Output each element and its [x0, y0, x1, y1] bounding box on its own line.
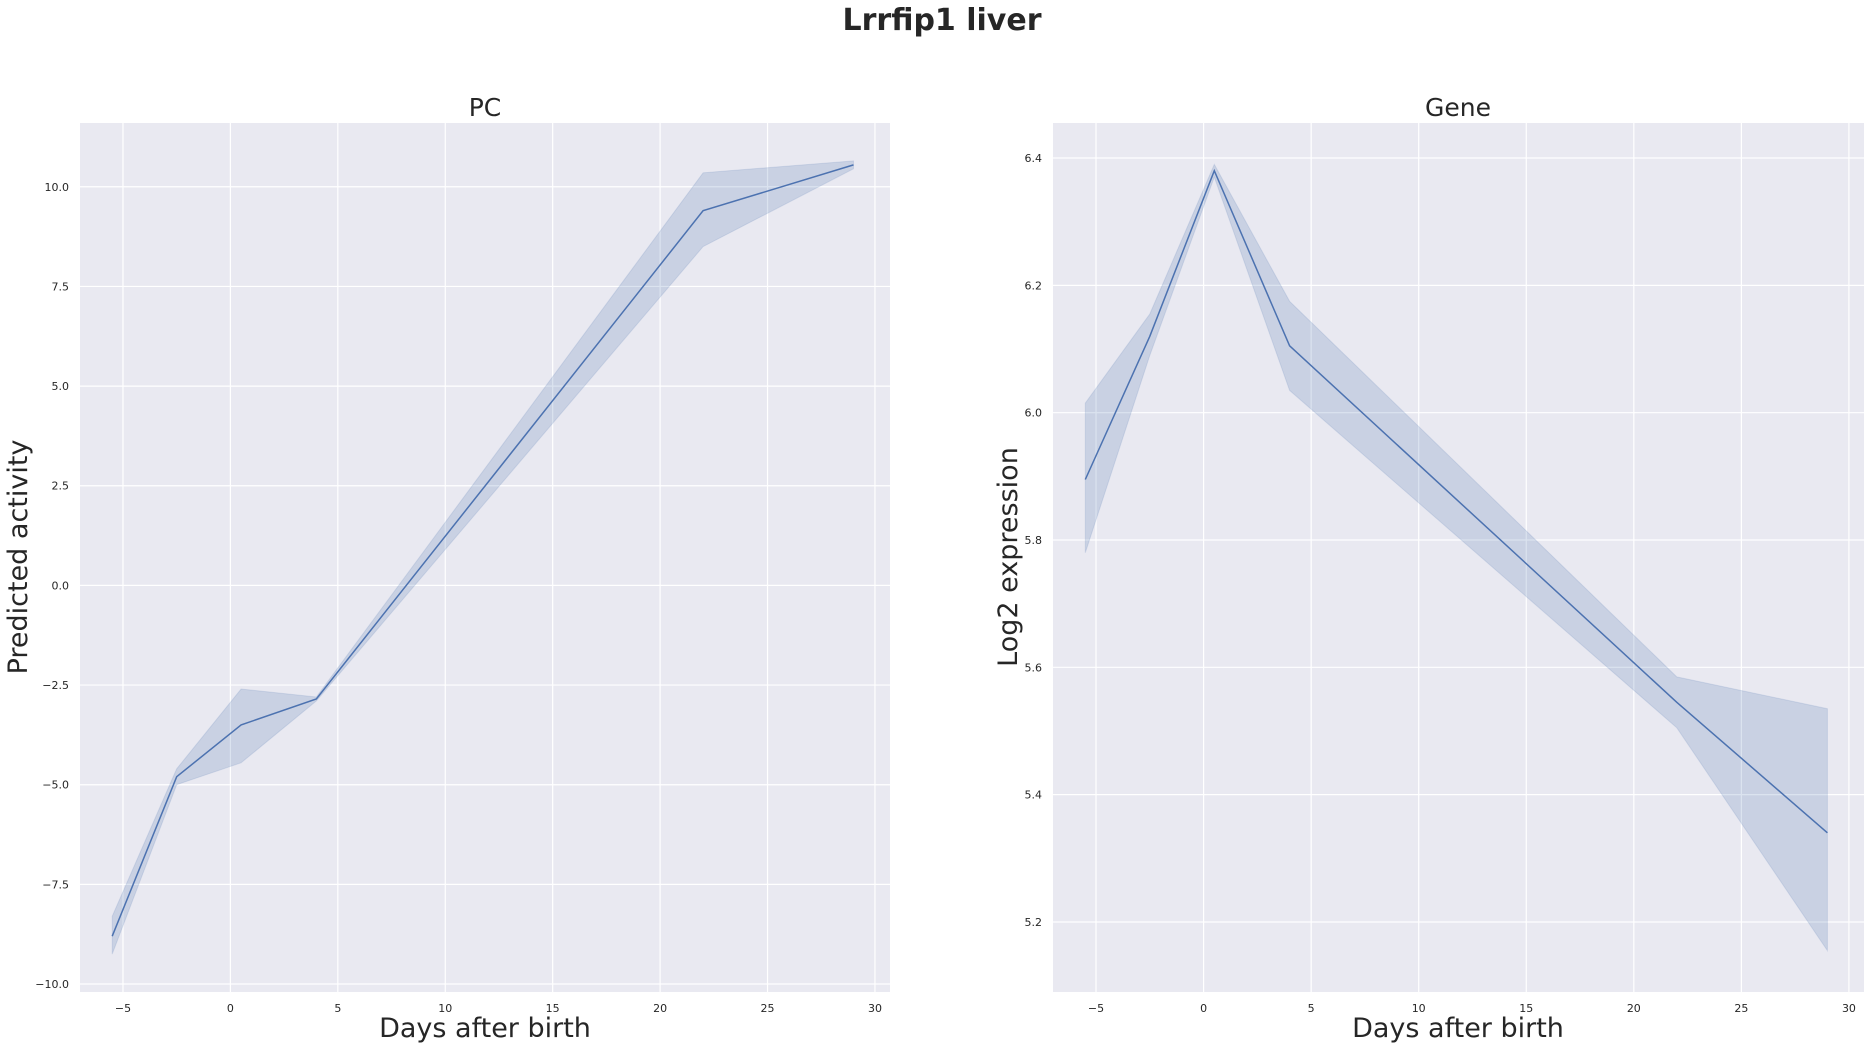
y-tick-label: 5.0	[52, 380, 70, 393]
y-tick-label: 5.6	[1025, 661, 1043, 674]
x-tick-label: 5	[1308, 1002, 1315, 1015]
series-line	[1084, 168, 1828, 834]
plot-area	[80, 123, 890, 992]
x-tick-label: 15	[546, 1002, 560, 1015]
x-tick-label: 30	[868, 1002, 882, 1015]
y-axis-label: Predicted activity	[3, 440, 34, 675]
x-tick-label: 20	[653, 1002, 667, 1015]
y-tick-labels: −10.0 −7.5 −5.0 −2.5 0.0 2.5 5.0 7.5 10.0	[35, 181, 69, 991]
x-tick-label: 10	[1412, 1002, 1426, 1015]
y-tick-label: 2.5	[52, 480, 70, 493]
series-line	[111, 164, 854, 937]
figure-title: Lrrfip1 liver	[843, 3, 1042, 38]
x-tick-label: −5	[115, 1002, 131, 1015]
x-tick-label: 15	[1519, 1002, 1533, 1015]
y-tick-label: 5.2	[1025, 916, 1043, 929]
y-tick-label: 5.4	[1025, 789, 1043, 802]
series-line-layer	[1084, 168, 1828, 834]
y-tick-label: −7.5	[42, 878, 69, 891]
grid-lines	[1053, 123, 1864, 992]
confidence-band-layer	[1084, 163, 1828, 953]
confidence-band	[1084, 163, 1828, 953]
x-tick-label: −5	[1088, 1002, 1104, 1015]
confidence-band-layer	[111, 160, 854, 955]
chart-panel-gene: −5 0 5 10 15 20 25 30 5.2 5.4 5.6 5.8 6.0 6.2 6.4 Gen…	[993, 93, 1864, 1044]
x-axis-label: Days after birth	[379, 1013, 591, 1044]
y-tick-label: −2.5	[42, 679, 69, 692]
y-tick-label: 6.2	[1025, 279, 1043, 292]
x-tick-label: 25	[761, 1002, 775, 1015]
x-tick-label: 20	[1627, 1002, 1641, 1015]
y-tick-label: 0.0	[52, 579, 70, 592]
confidence-band	[111, 160, 854, 955]
y-tick-label: 6.4	[1025, 152, 1043, 165]
x-tick-labels: −5 0 5 10 15 20 25 30	[115, 1002, 882, 1015]
y-tick-labels: 5.2 5.4 5.6 5.8 6.0 6.2 6.4	[1025, 152, 1043, 929]
x-tick-labels: −5 0 5 10 15 20 25 30	[1088, 1002, 1856, 1015]
x-tick-label: 25	[1734, 1002, 1748, 1015]
y-tick-label: −5.0	[42, 779, 69, 792]
subplot-title: Gene	[1425, 93, 1491, 122]
x-axis-label: Days after birth	[1352, 1013, 1564, 1044]
y-tick-label: −10.0	[35, 978, 69, 991]
x-tick-label: 10	[438, 1002, 452, 1015]
x-tick-label: 0	[1200, 1002, 1207, 1015]
plot-area	[1053, 123, 1864, 992]
y-tick-label: 5.8	[1025, 534, 1043, 547]
x-tick-label: 0	[227, 1002, 234, 1015]
x-tick-label: 30	[1842, 1002, 1856, 1015]
y-tick-label: 6.0	[1025, 407, 1043, 420]
y-axis-label: Log2 expression	[993, 447, 1024, 667]
y-tick-label: 10.0	[45, 181, 70, 194]
y-tick-label: 7.5	[52, 280, 70, 293]
series-line-layer	[111, 164, 854, 937]
x-tick-label: 5	[334, 1002, 341, 1015]
subplot-title: PC	[469, 93, 502, 122]
chart-panel-pc: −5 0 5 10 15 20 25 30 −10.0 −7.5 −5.0 −2.5 0.0 2.5 5.…	[3, 93, 890, 1044]
